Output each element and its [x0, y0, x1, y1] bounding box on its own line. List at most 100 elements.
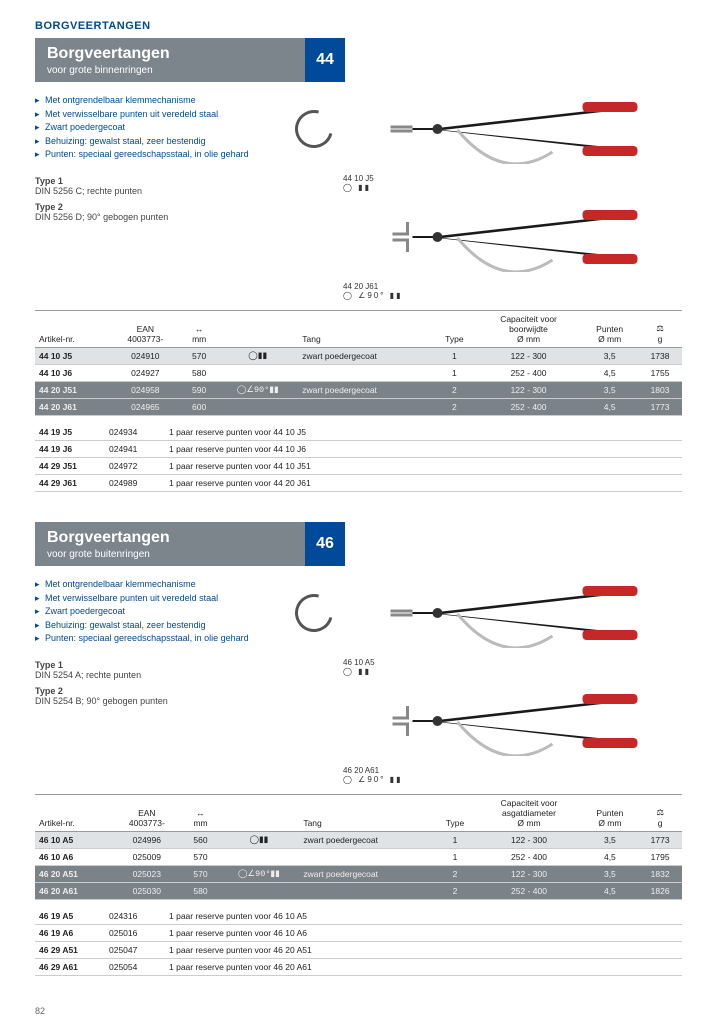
cell-ean: 025030: [111, 883, 182, 900]
feature-bullet: Met verwisselbare punten uit veredeld st…: [35, 592, 275, 606]
image-label: 44 10 J5: [343, 174, 682, 183]
type-title: Type 2: [35, 202, 275, 212]
th-article: Artikel-nr.: [35, 795, 111, 832]
cell-sym: ◯▮▮: [217, 348, 298, 365]
cell-punt: 3,5: [581, 348, 638, 365]
cell-mm: 570: [182, 849, 218, 866]
cell-punt: 4,5: [582, 883, 639, 900]
image-icons: ◯ ▮▮: [343, 183, 682, 192]
spec-table: Artikel-nr. EAN4003773- ↔mm Tang Type Ca…: [35, 794, 682, 900]
section-title-box: Borgveertangen voor grote buitenringen: [35, 522, 305, 566]
cell-cap: 252 - 400: [476, 883, 581, 900]
cell-tang: zwart poedergecoat: [298, 382, 433, 399]
cell-article: 46 19 A5: [35, 908, 105, 925]
cell-g: 1773: [638, 832, 682, 849]
cell-article: 44 20 J61: [35, 399, 110, 416]
section-title-box: Borgveertangen voor grote binnenringen: [35, 38, 305, 82]
table-row: 44 10 J6 024927 580 1 252 - 400 4,5 1755: [35, 365, 682, 382]
cell-g: 1773: [638, 399, 682, 416]
cell-sym: ◯▮▮: [218, 832, 299, 849]
th-ean: EAN4003773-: [111, 795, 182, 832]
table-row: 44 20 J51 024958 590 ◯∠90°▮▮ zwart poede…: [35, 382, 682, 399]
cell-sym: ◯∠90°▮▮: [217, 382, 298, 399]
ring-icon: [288, 103, 340, 155]
cell-tang: [299, 849, 433, 866]
section-badge: 44: [305, 38, 345, 82]
section-subtitle: voor grote buitenringen: [47, 549, 293, 560]
image-icons: ◯ ▮▮: [343, 667, 682, 676]
cell-ean: 024927: [110, 365, 182, 382]
product-image: [295, 202, 682, 272]
cell-punt: 3,5: [582, 832, 639, 849]
type-desc: DIN 5256 C; rechte punten: [35, 186, 275, 196]
cell-cap: 122 - 300: [476, 832, 581, 849]
cell-g: 1795: [638, 849, 682, 866]
cell-desc: 1 paar reserve punten voor 46 20 A51: [165, 942, 682, 959]
table-row: 44 19 J6 024941 1 paar reserve punten vo…: [35, 441, 682, 458]
cell-ean: 024316: [105, 908, 165, 925]
page-number: 82: [35, 1006, 682, 1016]
th-cap: Capaciteit voorasgatdiameterØ mm: [476, 795, 581, 832]
cell-mm: 600: [181, 399, 217, 416]
cell-ean: 025016: [105, 925, 165, 942]
cell-cap: 122 - 300: [476, 382, 581, 399]
cell-cap: 252 - 400: [476, 399, 581, 416]
th-punt: PuntenØ mm: [581, 311, 638, 348]
image-label: 46 10 A5: [343, 658, 682, 667]
cell-ean: 024941: [105, 441, 165, 458]
type-desc: DIN 5254 A; rechte punten: [35, 670, 275, 680]
cell-desc: 1 paar reserve punten voor 44 10 J5: [165, 424, 682, 441]
cell-desc: 1 paar reserve punten voor 44 10 J51: [165, 458, 682, 475]
cell-type: 1: [434, 849, 477, 866]
th-tang: Tang: [298, 311, 433, 348]
cell-ean: 024972: [105, 458, 165, 475]
th-punt: PuntenØ mm: [582, 795, 639, 832]
cell-g: 1738: [638, 348, 682, 365]
cell-punt: 4,5: [581, 365, 638, 382]
spare-table: 44 19 J5 024934 1 paar reserve punten vo…: [35, 424, 682, 492]
feature-bullet: Behuizing: gewalst staal, zeer bestendig: [35, 135, 275, 149]
cell-article: 44 20 J51: [35, 382, 110, 399]
cell-article: 46 29 A51: [35, 942, 105, 959]
feature-bullet: Met ontgrendelbaar klemmechanisme: [35, 578, 275, 592]
image-icons: ◯ ∠90° ▮▮: [343, 775, 682, 784]
type-title: Type 1: [35, 176, 275, 186]
product-section: Borgveertangen voor grote binnenringen 4…: [35, 38, 682, 492]
product-image: [295, 686, 682, 756]
image-icons: ◯ ∠90° ▮▮: [343, 291, 682, 300]
cell-mm: 560: [182, 832, 218, 849]
cell-ean: 024958: [110, 382, 182, 399]
cell-type: 1: [433, 348, 476, 365]
cell-type: 2: [434, 866, 477, 883]
cell-sym: [218, 849, 299, 866]
th-cap: Capaciteit voorboorwijdteØ mm: [476, 311, 581, 348]
feature-bullet: Punten: speciaal gereedschapsstaal, in o…: [35, 148, 275, 162]
th-type: Type: [433, 311, 476, 348]
cell-desc: 1 paar reserve punten voor 46 10 A6: [165, 925, 682, 942]
th-mm: ↔mm: [181, 311, 217, 348]
cell-article: 44 29 J61: [35, 475, 105, 492]
cell-article: 46 19 A6: [35, 925, 105, 942]
cell-article: 44 19 J5: [35, 424, 105, 441]
product-image: [295, 578, 682, 648]
product-section: Borgveertangen voor grote buitenringen 4…: [35, 522, 682, 976]
cell-g: 1832: [638, 866, 682, 883]
table-row: 44 20 J61 024965 600 2 252 - 400 4,5 177…: [35, 399, 682, 416]
feature-bullet: Zwart poedergecoat: [35, 605, 275, 619]
cell-ean: 024934: [105, 424, 165, 441]
cell-mm: 580: [182, 883, 218, 900]
cell-type: 1: [434, 832, 477, 849]
cell-article: 44 10 J6: [35, 365, 110, 382]
cell-sym: [217, 365, 298, 382]
product-image: [295, 94, 682, 164]
cell-article: 46 10 A6: [35, 849, 111, 866]
cell-desc: 1 paar reserve punten voor 44 10 J6: [165, 441, 682, 458]
cell-desc: 1 paar reserve punten voor 46 10 A5: [165, 908, 682, 925]
cell-type: 2: [434, 883, 477, 900]
cell-cap: 122 - 300: [476, 348, 581, 365]
table-row: 44 10 J5 024910 570 ◯▮▮ zwart poedergeco…: [35, 348, 682, 365]
cell-ean: 024965: [110, 399, 182, 416]
cell-ean: 025047: [105, 942, 165, 959]
cell-ean: 024910: [110, 348, 182, 365]
feature-bullet: Zwart poedergecoat: [35, 121, 275, 135]
